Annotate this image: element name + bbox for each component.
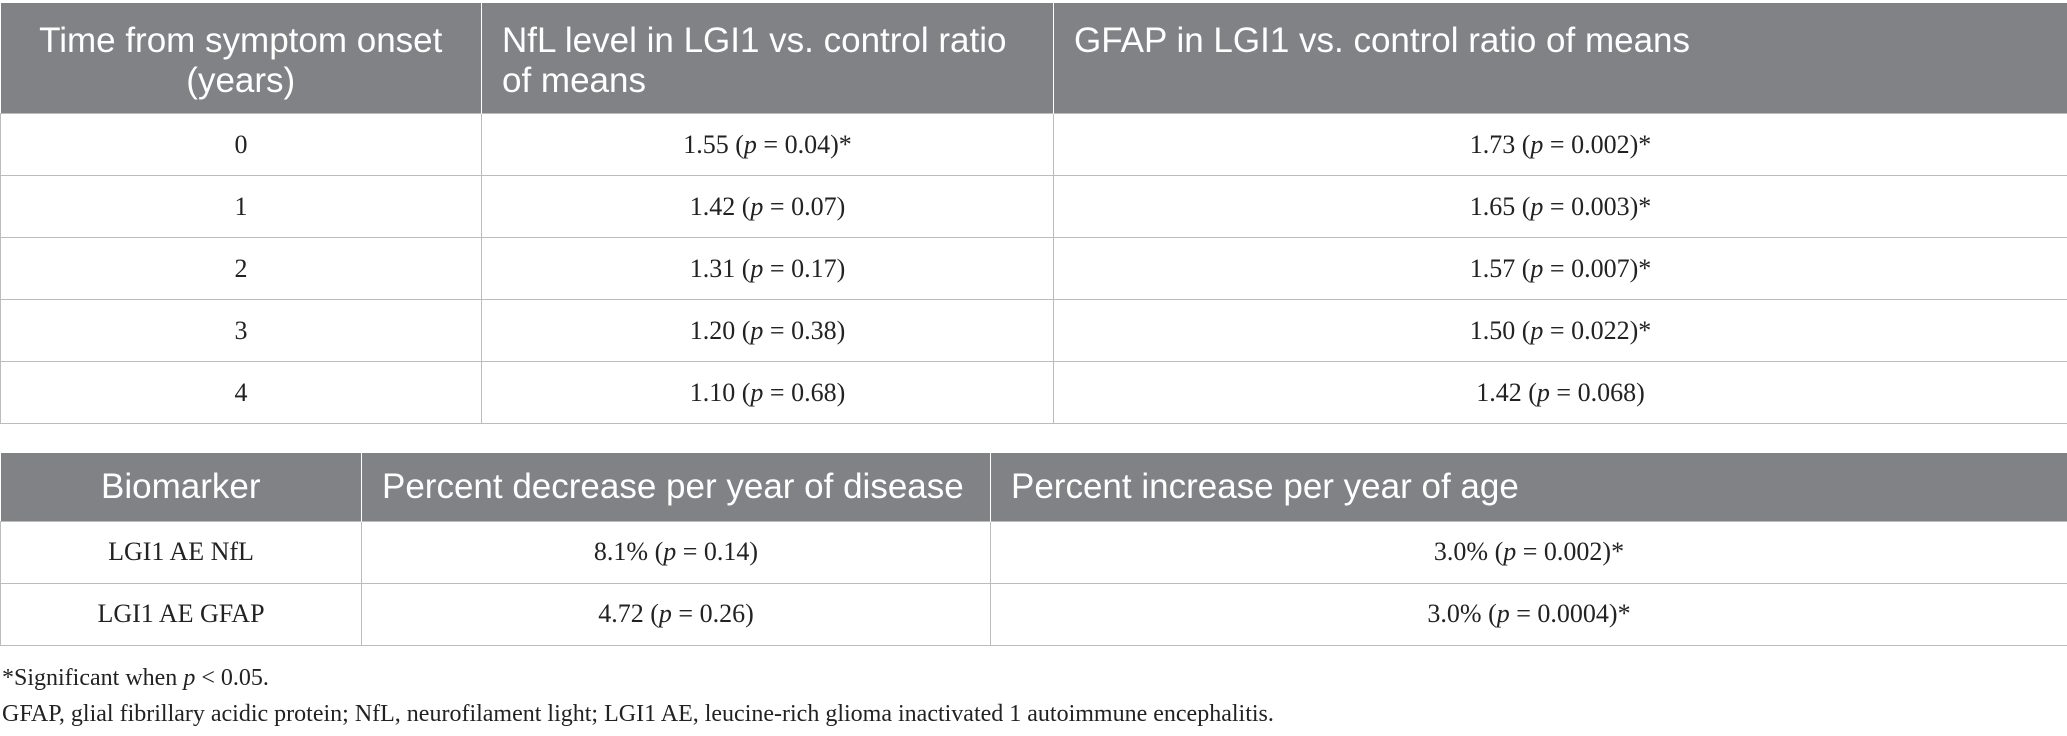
gfap-ratio-cell-p-value: 0.022)* xyxy=(1571,315,1652,345)
time-cell: 2 xyxy=(0,237,482,300)
significance-prefix: *Significant when xyxy=(2,665,178,691)
nfl-ratio-cell-p-value: 0.38) xyxy=(791,315,846,345)
gfap-ratio-cell: 1.50 (p = 0.022)* xyxy=(1053,299,2067,362)
table-row: LGI1 AE NfL 8.1% (p = 0.14) 3.0% (p = 0.00… xyxy=(0,520,2067,584)
nfl-ratio-cell: 1.31 (p = 0.17) xyxy=(481,237,1054,300)
table-row: LGI1 AE GFAP 4.72 (p = 0.26) 3.0% (p = 0.0… xyxy=(0,582,2067,646)
table-row: 4 1.10 (p = 0.68) 1.42 (p = 0.068) xyxy=(0,361,2067,424)
nfl-ratio-cell: 1.10 (p = 0.68) xyxy=(481,361,1054,424)
header-gfap-ratio: GFAP in LGI1 vs. control ratio of means xyxy=(1053,3,2067,114)
nfl-ratio-cell-value: 1.42 xyxy=(689,191,736,221)
p-symbol: p xyxy=(750,191,764,221)
p-symbol: p xyxy=(1530,191,1544,221)
p-symbol: p xyxy=(1530,253,1544,283)
p-symbol: p xyxy=(743,129,757,159)
nfl-ratio-cell-p-value: 0.07) xyxy=(791,191,846,221)
table-row: 3 1.20 (p = 0.38) 1.50 (p = 0.022)* xyxy=(0,299,2067,362)
nfl-ratio-cell: 1.42 (p = 0.07) xyxy=(481,175,1054,238)
p-symbol: p xyxy=(750,315,764,345)
percent-decrease-cell-value: 4.72 xyxy=(598,599,644,628)
header-percent-decrease: Percent decrease per year of disease xyxy=(361,453,991,521)
ratio-table-body: 0 1.55 (p = 0.04)* 1.73 (p = 0.002)* 1 1.42 … xyxy=(0,113,2067,424)
gfap-ratio-cell: 1.73 (p = 0.002)* xyxy=(1053,113,2067,176)
table-header-row: Biomarker Percent decrease per year of d… xyxy=(0,453,2067,521)
percent-increase-cell: 3.0% (p = 0.0004)* xyxy=(990,582,2067,646)
gfap-ratio-cell: 1.42 (p = 0.068) xyxy=(1053,361,2067,424)
table-row: 1 1.42 (p = 0.07) 1.65 (p = 0.003)* xyxy=(0,175,2067,238)
nfl-ratio-cell-p-value: 0.04)* xyxy=(784,129,852,159)
p-symbol: p xyxy=(1530,129,1544,159)
biomarker-cell: LGI1 AE NfL xyxy=(0,520,362,584)
p-symbol: p xyxy=(1536,377,1550,407)
gfap-ratio-cell: 1.57 (p = 0.007)* xyxy=(1053,237,2067,300)
nfl-ratio-cell: 1.20 (p = 0.38) xyxy=(481,299,1054,362)
nfl-ratio-cell-p-value: 0.68) xyxy=(791,377,846,407)
header-biomarker: Biomarker xyxy=(0,453,362,521)
nfl-ratio-cell-value: 1.20 xyxy=(689,315,736,345)
p-symbol: p xyxy=(658,599,672,628)
gfap-ratio-cell-value: 1.42 xyxy=(1476,377,1522,407)
gfap-ratio-cell-value: 1.73 xyxy=(1469,129,1516,159)
gfap-ratio-cell-p-value: 0.003)* xyxy=(1571,191,1652,221)
p-symbol: p xyxy=(750,253,764,283)
table-row: 2 1.31 (p = 0.17) 1.57 (p = 0.007)* xyxy=(0,237,2067,300)
nfl-ratio-cell-value: 1.10 xyxy=(689,377,736,407)
p-symbol: p xyxy=(1503,537,1517,566)
time-cell: 0 xyxy=(0,113,482,176)
gfap-ratio-cell-p-value: 0.002)* xyxy=(1571,129,1652,159)
percent-increase-cell: 3.0% (p = 0.002)* xyxy=(990,520,2067,584)
gfap-ratio-cell-value: 1.57 xyxy=(1469,253,1516,283)
percent-change-table: Biomarker Percent decrease per year of d… xyxy=(0,453,2067,646)
percent-decrease-cell-value: 8.1% xyxy=(593,537,649,566)
gfap-ratio-cell-p-value: 0.068) xyxy=(1577,377,1645,407)
nfl-ratio-cell-p-value: 0.17) xyxy=(791,253,846,283)
percent-increase-cell-p-value: 0.0004)* xyxy=(1537,599,1631,628)
table-footnotes: *Significant when p < 0.05. GFAP, glial … xyxy=(2,660,1274,732)
abbreviations-note: GFAP, glial fibrillary acidic protein; N… xyxy=(2,701,1274,727)
header-time-from-onset: Time from symptom onset (years) xyxy=(0,3,482,114)
p-symbol: p xyxy=(1530,315,1544,345)
nfl-ratio-cell-value: 1.55 xyxy=(683,129,729,159)
p-symbol: p xyxy=(183,665,196,691)
time-cell: 1 xyxy=(0,175,482,238)
percent-decrease-cell: 4.72 (p = 0.26) xyxy=(361,582,991,646)
header-percent-increase: Percent increase per year of age xyxy=(990,453,2067,521)
time-cell: 3 xyxy=(0,299,482,362)
biomarker-cell: LGI1 AE GFAP xyxy=(0,582,362,646)
p-symbol: p xyxy=(750,377,764,407)
gfap-ratio-cell-value: 1.50 xyxy=(1469,315,1516,345)
percent-decrease-cell-p-value: 0.26) xyxy=(699,599,754,628)
percent-increase-cell-p-value: 0.002)* xyxy=(1543,537,1625,566)
percent-decrease-cell: 8.1% (p = 0.14) xyxy=(361,520,991,584)
p-symbol: p xyxy=(663,537,677,566)
table-header-row: Time from symptom onset (years) NfL leve… xyxy=(0,3,2067,114)
p-symbol: p xyxy=(1496,599,1510,628)
gfap-ratio-cell-value: 1.65 xyxy=(1469,191,1516,221)
header-nfl-ratio: NfL level in LGI1 vs. control ratio of m… xyxy=(481,3,1054,114)
significance-note: *Significant when p < 0.05. xyxy=(2,660,1274,696)
table-row: 0 1.55 (p = 0.04)* 1.73 (p = 0.002)* xyxy=(0,113,2067,176)
time-cell: 4 xyxy=(0,361,482,424)
percent-table-body: LGI1 AE NfL 8.1% (p = 0.14) 3.0% (p = 0.00… xyxy=(0,520,2067,646)
significance-suffix: < 0.05. xyxy=(201,665,269,691)
nfl-ratio-cell: 1.55 (p = 0.04)* xyxy=(481,113,1054,176)
nfl-ratio-cell-value: 1.31 xyxy=(689,253,736,283)
gfap-ratio-cell-p-value: 0.007)* xyxy=(1571,253,1652,283)
percent-decrease-cell-p-value: 0.14) xyxy=(703,537,759,566)
percent-increase-cell-value: 3.0% xyxy=(1427,599,1482,628)
ratio-of-means-table: Time from symptom onset (years) NfL leve… xyxy=(0,3,2067,424)
gfap-ratio-cell: 1.65 (p = 0.003)* xyxy=(1053,175,2067,238)
percent-increase-cell-value: 3.0% xyxy=(1433,537,1489,566)
